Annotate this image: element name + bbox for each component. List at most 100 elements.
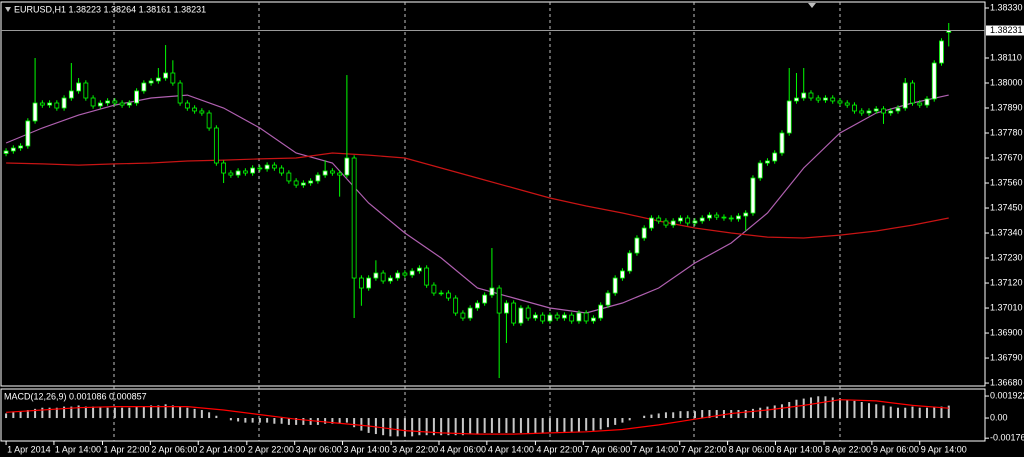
macd-bar bbox=[121, 407, 124, 419]
candle-body bbox=[221, 162, 227, 174]
macd-bar bbox=[70, 406, 73, 419]
macd-bar bbox=[947, 405, 950, 419]
candle-body bbox=[25, 120, 31, 147]
macd-bar bbox=[925, 407, 928, 419]
x-tick-label: 1 Apr 22:00 bbox=[104, 444, 150, 454]
macd-bar bbox=[788, 402, 791, 419]
macd-bar bbox=[643, 415, 646, 419]
last-price-label: 1.38231 bbox=[990, 25, 1023, 35]
candle-body bbox=[170, 72, 176, 84]
macd-bar bbox=[5, 413, 8, 419]
macd-bar bbox=[208, 412, 211, 419]
macd-bar bbox=[527, 418, 530, 433]
candle-body bbox=[815, 97, 821, 101]
candle-body bbox=[830, 97, 836, 102]
macd-bar bbox=[258, 418, 261, 423]
macd-bar bbox=[853, 400, 856, 419]
macd-bar bbox=[672, 412, 675, 419]
macd-bar bbox=[157, 405, 160, 419]
macd-bar bbox=[26, 410, 29, 419]
macd-bar bbox=[933, 406, 936, 419]
indicator-line bbox=[6, 152, 949, 239]
macd-bar bbox=[585, 418, 588, 431]
candle-body bbox=[453, 297, 459, 314]
macd-bar bbox=[650, 414, 653, 419]
candle-body bbox=[772, 152, 778, 162]
candle-body bbox=[917, 102, 923, 106]
macd-bar bbox=[490, 418, 493, 433]
macd-bar bbox=[780, 404, 783, 419]
x-tick-label: 2 Apr 22:00 bbox=[248, 444, 294, 454]
x-tick-label: 3 Apr 22:00 bbox=[392, 444, 438, 454]
candle-body bbox=[873, 108, 879, 112]
candle-body bbox=[416, 267, 422, 272]
candle-body bbox=[554, 314, 560, 319]
candle-body bbox=[228, 172, 234, 176]
candle-body bbox=[844, 102, 850, 106]
macd-bar bbox=[577, 418, 580, 432]
candle-body bbox=[402, 272, 408, 276]
y-tick-label: 1.36680 bbox=[990, 377, 1023, 387]
candle-body bbox=[235, 170, 241, 176]
macd-bar bbox=[548, 418, 551, 432]
macd-bar bbox=[244, 418, 247, 423]
candle-body bbox=[525, 307, 531, 319]
candle-body bbox=[533, 314, 538, 319]
candle-body bbox=[395, 272, 401, 279]
candle-body bbox=[881, 108, 886, 114]
candle-body bbox=[83, 82, 89, 99]
candle-body bbox=[438, 292, 444, 295]
candle-body bbox=[192, 107, 198, 112]
candle-body bbox=[460, 312, 466, 319]
macd-bar bbox=[186, 407, 189, 419]
macd-bar bbox=[802, 398, 805, 419]
macd-bar bbox=[164, 404, 167, 419]
macd-bar bbox=[55, 407, 58, 419]
candle-body bbox=[184, 102, 190, 109]
macd-bar bbox=[614, 418, 617, 425]
macd-bar bbox=[48, 407, 51, 419]
candle-body bbox=[366, 277, 372, 289]
macd-bar bbox=[751, 408, 754, 419]
macd-bar bbox=[280, 418, 283, 424]
macd-bar bbox=[759, 407, 762, 419]
symbol-icon bbox=[5, 7, 11, 12]
macd-bar bbox=[106, 407, 109, 419]
x-tick-label: 7 Apr 06:00 bbox=[584, 444, 630, 454]
candle-body bbox=[707, 214, 712, 219]
shift-marker bbox=[808, 3, 816, 8]
x-tick-label: 3 Apr 06:00 bbox=[296, 444, 342, 454]
candle-body bbox=[61, 97, 67, 109]
candle-body bbox=[765, 160, 770, 164]
macd-bar bbox=[918, 407, 921, 419]
candle-body bbox=[721, 216, 727, 219]
candle-body bbox=[779, 132, 785, 154]
macd-bar bbox=[63, 406, 66, 419]
candle-body bbox=[308, 180, 314, 184]
macd-bar bbox=[505, 418, 508, 433]
macd-bar bbox=[838, 398, 841, 419]
candle-body bbox=[547, 314, 553, 322]
candle-body bbox=[329, 170, 335, 174]
candle-body bbox=[656, 217, 662, 222]
main-frame bbox=[0, 1, 986, 387]
candle-body bbox=[634, 237, 640, 254]
candle-body bbox=[315, 174, 321, 182]
y-tick-label: 1.37450 bbox=[990, 202, 1023, 212]
candle-body bbox=[206, 112, 212, 129]
candle-body bbox=[446, 292, 451, 299]
macd-bar bbox=[425, 418, 428, 436]
indicator-line bbox=[6, 399, 949, 435]
macd-bar bbox=[686, 411, 689, 419]
candle-body bbox=[68, 90, 74, 99]
x-tick-label: 7 Apr 14:00 bbox=[632, 444, 678, 454]
candle-body bbox=[54, 102, 60, 109]
macd-bar bbox=[418, 418, 421, 436]
last-price-box bbox=[986, 25, 1024, 36]
macd-bar bbox=[911, 406, 914, 419]
macd-bar bbox=[766, 406, 769, 419]
x-tick-label: 8 Apr 14:00 bbox=[776, 444, 822, 454]
macd-bar bbox=[512, 418, 515, 433]
candle-body bbox=[931, 62, 937, 100]
